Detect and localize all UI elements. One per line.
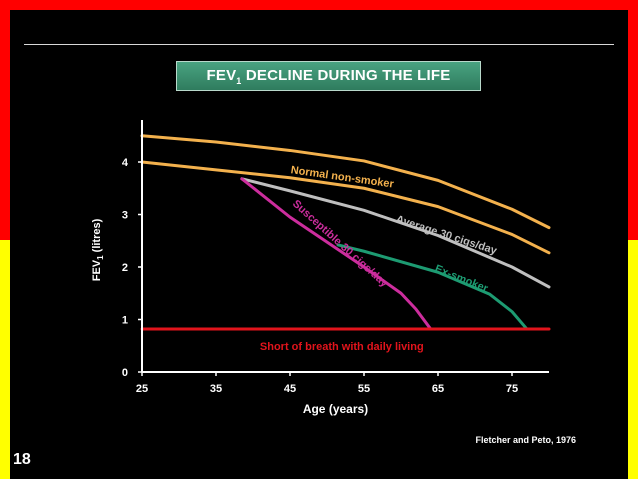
y-axis-label: FEV1 (litres) [91,218,105,281]
series-line-upper-normal-bound [140,134,551,230]
title-main: FEV [206,66,237,84]
x-tick-label: 55 [358,383,370,395]
annotation-short-of-breath-with-daily-living: Short of breath with daily living [260,341,424,353]
x-tick-label: 25 [136,383,148,395]
axes: 25 35 45 55 65 75 0 1 2 3 4 Age (years) FEV1 (litres… [91,120,549,416]
x-tick-label: 45 [284,383,296,395]
y-tick-label: 0 [122,367,128,379]
series-line-normal-non-smoker [140,160,551,255]
title-box: FEV1 DECLINE DURING THE LIFE [176,61,481,91]
series-line-ex-smoker [336,243,529,331]
annotation-susceptible-30-cigs-day: Susceptible 30 cigs/day [290,198,391,291]
y-tick-label: 1 [122,315,128,327]
x-tick-label: 35 [210,383,222,395]
series-line-susceptible-30-cigs-day [240,177,433,331]
title-rule [24,44,614,45]
series-line-average-30-cigs-day [240,177,551,289]
y-tick-label: 2 [122,262,128,274]
y-tick-label: 4 [122,157,129,169]
x-tick-label: 65 [432,383,444,395]
slide-title: FEV1 DECLINE DURING THE LIFE [207,67,451,86]
annotation-ex-smoker: Ex-smoker [433,263,490,295]
y-tick-label: 3 [122,210,128,222]
x-tick-label: 75 [506,383,518,395]
slide-number: 18 [13,451,31,468]
series-lines [140,134,551,331]
title-rest: DECLINE DURING THE LIFE [241,66,451,84]
x-axis-label: Age (years) [303,402,368,416]
annotation-average-30-cigs-day: Average 30 cigs/day [394,213,499,257]
title-subscript: 1 [236,75,242,86]
slide-area: FEV1 DECLINE DURING THE LIFE 18 [10,10,628,479]
citation: Fletcher and Peto, 1976 [475,435,576,445]
